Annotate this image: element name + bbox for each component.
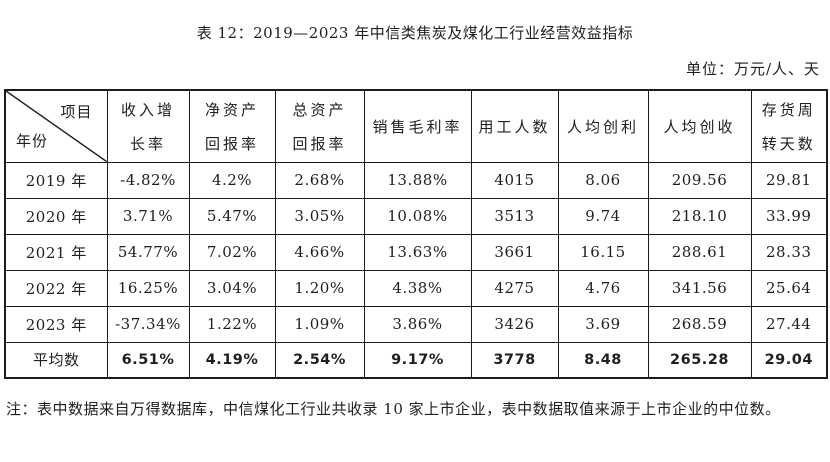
cell-value: 3426 [470, 305, 559, 343]
header-line: 回报率 [204, 134, 259, 153]
header-line: 销售毛利率 [372, 117, 463, 136]
cell-value: 218.10 [647, 197, 752, 235]
cell-value: 209.56 [647, 161, 752, 199]
cell-value: 27.44 [750, 305, 828, 343]
cell-value: 4.19% [188, 341, 276, 379]
row-label: 2020 年 [4, 197, 108, 235]
table-title: 表 12：2019—2023 年中信类焦炭及煤化工行业经营效益指标 [196, 24, 634, 42]
cell-value: 4.76 [557, 269, 649, 307]
corner-label-year: 年份 [16, 131, 49, 150]
cell-value: 29.04 [750, 341, 828, 379]
header-line: 人均创利 [566, 117, 639, 136]
cell-value: -37.34% [106, 305, 190, 343]
table-row-average: 平均数 6.51% 4.19% 2.54% 9.17% 3778 8.48 26… [4, 341, 828, 379]
cell-value: 9.74 [557, 197, 649, 235]
header-line: 长率 [129, 134, 166, 153]
cell-value: 3.69 [557, 305, 649, 343]
cell-value: 4275 [470, 269, 559, 307]
corner-label-project: 项目 [60, 103, 93, 121]
footnote: 注：表中数据来自万得数据库，中信煤化工行业共收录 10 家上市企业，表中数据取值… [6, 400, 781, 418]
cell-value: 13.63% [363, 233, 472, 271]
cell-value: 33.99 [750, 197, 828, 235]
table-row-2021: 2021 年 54.77% 7.02% 4.66% 13.63% 3661 16… [4, 233, 828, 271]
cell-value: 8.48 [557, 341, 649, 379]
row-label: 2023 年 [4, 305, 108, 343]
cell-value: 6.51% [106, 341, 190, 379]
cell-value: 8.06 [557, 161, 649, 199]
cell-value: 4015 [470, 161, 559, 199]
cell-value: 3513 [470, 197, 559, 235]
cell-value: 341.56 [647, 269, 752, 307]
header-line: 收入增 [120, 100, 175, 119]
cell-value: 3661 [470, 233, 559, 271]
cell-value: 4.38% [363, 269, 472, 307]
cell-value: 2.54% [274, 341, 365, 379]
col-header-income-growth: 收入增 长率 [106, 89, 190, 163]
col-header-roa: 总资产 回报率 [274, 89, 365, 163]
header-line: 用工人数 [478, 117, 551, 136]
col-header-roe: 净资产 回报率 [188, 89, 276, 163]
cell-value: -4.82% [106, 161, 190, 199]
table-row-2022: 2022 年 16.25% 3.04% 1.20% 4.38% 4275 4.7… [4, 269, 828, 307]
corner-cell: 项目 年份 [4, 89, 108, 163]
diagonal-divider-line [6, 91, 107, 162]
cell-value: 265.28 [647, 341, 752, 379]
table-row-2023: 2023 年 -37.34% 1.22% 1.09% 3.86% 3426 3.… [4, 305, 828, 343]
cell-value: 268.59 [647, 305, 752, 343]
cell-value: 25.64 [750, 269, 828, 307]
table-row-2020: 2020 年 3.71% 5.47% 3.05% 10.08% 3513 9.7… [4, 197, 828, 235]
cell-value: 3.71% [106, 197, 190, 235]
cell-value: 5.47% [188, 197, 276, 235]
cell-value: 288.61 [647, 233, 752, 271]
col-header-gross-margin: 销售毛利率 [363, 89, 472, 163]
header-line: 存货周 [761, 100, 816, 119]
indicator-table: 项目 年份 收入增 长率 净资产 回报率 [4, 89, 828, 379]
cell-value: 29.81 [750, 161, 828, 199]
cell-value: 3778 [470, 341, 559, 379]
row-label: 2019 年 [4, 161, 108, 199]
cell-value: 3.86% [363, 305, 472, 343]
cell-value: 54.77% [106, 233, 190, 271]
col-header-profit-per-capita: 人均创利 [557, 89, 649, 163]
cell-value: 13.88% [363, 161, 472, 199]
header-line: 总资产 [292, 100, 347, 119]
col-header-inventory-days: 存货周 转天数 [750, 89, 828, 163]
cell-value: 1.22% [188, 305, 276, 343]
row-label: 2021 年 [4, 233, 108, 271]
header-line: 净资产 [204, 100, 259, 119]
col-header-employees: 用工人数 [470, 89, 559, 163]
col-header-revenue-per-capita: 人均创收 [647, 89, 752, 163]
header-row: 项目 年份 收入增 长率 净资产 回报率 [4, 89, 828, 163]
cell-value: 4.66% [274, 233, 365, 271]
cell-value: 4.2% [188, 161, 276, 199]
cell-value: 3.04% [188, 269, 276, 307]
cell-value: 1.09% [274, 305, 365, 343]
cell-value: 7.02% [188, 233, 276, 271]
header-line: 回报率 [292, 134, 347, 153]
header-line: 人均创收 [663, 117, 736, 136]
cell-value: 1.20% [274, 269, 365, 307]
row-label: 平均数 [4, 341, 108, 379]
cell-value: 28.33 [750, 233, 828, 271]
cell-value: 2.68% [274, 161, 365, 199]
cell-value: 9.17% [363, 341, 472, 379]
row-label: 2022 年 [4, 269, 108, 307]
header-line: 转天数 [761, 134, 816, 153]
cell-value: 16.15 [557, 233, 649, 271]
unit-label: 单位：万元/人、天 [685, 60, 820, 78]
cell-value: 10.08% [363, 197, 472, 235]
table-row-2019: 2019 年 -4.82% 4.2% 2.68% 13.88% 4015 8.0… [4, 161, 828, 199]
cell-value: 3.05% [274, 197, 365, 235]
cell-value: 16.25% [106, 269, 190, 307]
